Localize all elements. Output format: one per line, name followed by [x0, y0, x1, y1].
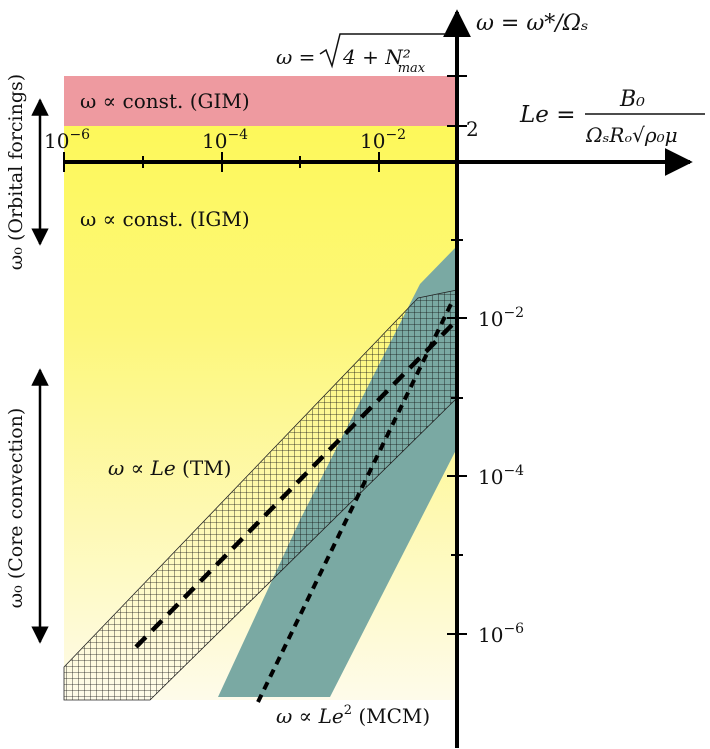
y-tick-label-1e-6: 10−6 — [478, 621, 524, 647]
y-mark-sqrt-label: ω = 4 + N²max — [276, 33, 446, 76]
y-axis-label: ω = ω*/Ωₛ — [476, 11, 588, 36]
svg-text:ΩₛRₒ√ρ₀μ: ΩₛRₒ√ρ₀μ — [585, 123, 678, 147]
svg-text:B₀: B₀ — [619, 87, 645, 112]
x-tick-label-1e-2: 10−2 — [360, 127, 406, 153]
mcm-trend-line — [256, 301, 454, 703]
svg-text:Le =: Le = — [519, 102, 575, 128]
igm-label: ω ∝ const. (IGM) — [80, 207, 250, 231]
tm-label: ω ∝ Le (TM) — [108, 456, 231, 480]
mcm-label: ω ∝ Le2 (MCM) — [276, 695, 430, 728]
y-mark-2: 2 — [466, 117, 479, 141]
gim-label: ω ∝ const. (GIM) — [80, 89, 250, 113]
svg-text:4 + N²max: 4 + N²max — [342, 45, 426, 76]
core-side-label: ω₀ (Core convection) — [5, 408, 27, 609]
y-tick-label-1e-4: 10−4 — [478, 463, 524, 489]
tm-trend-line — [134, 323, 454, 649]
y-tick-marks — [447, 75, 467, 635]
y-tick-label-1e-2: 10−2 — [478, 305, 524, 331]
x-axis-label: Le = B₀ ΩₛRₒ√ρ₀μ — [519, 87, 705, 147]
gim-region — [64, 76, 457, 126]
orbital-side-label: ω₀ (Orbital forcings) — [5, 74, 27, 270]
x-tick-marks — [63, 152, 380, 172]
svg-text:ω =: ω = — [276, 45, 315, 69]
x-tick-label-1e-4: 10−4 — [202, 127, 248, 153]
